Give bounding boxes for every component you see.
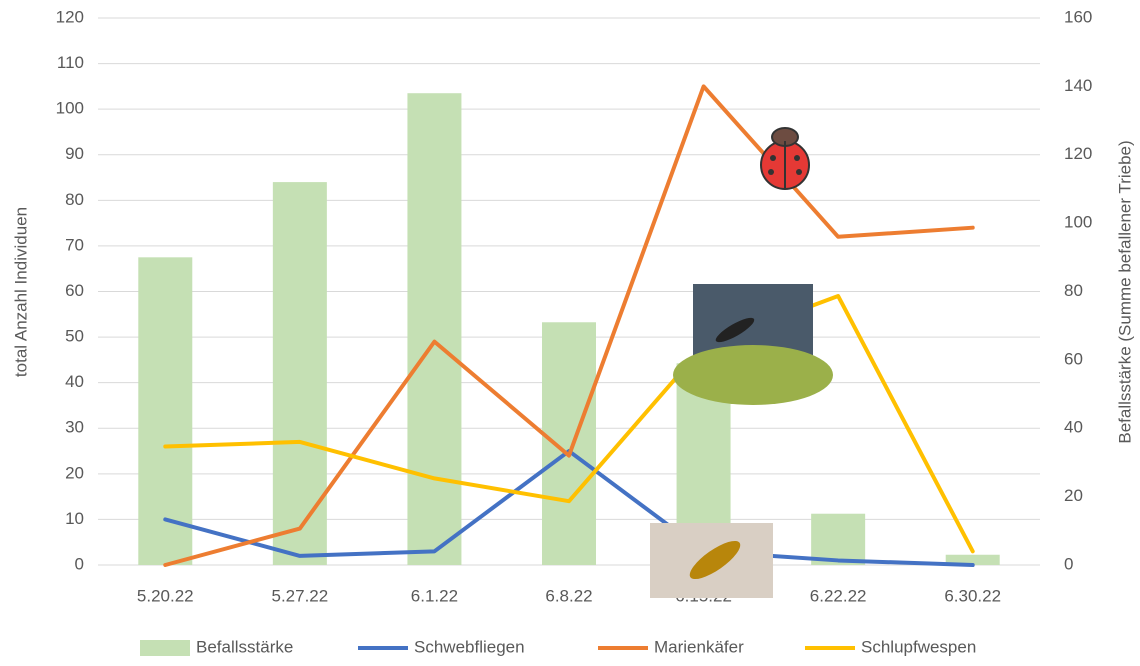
y2-tick-label: 100 xyxy=(1064,213,1092,232)
y-tick-label: 10 xyxy=(65,509,84,528)
y2-tick-label: 0 xyxy=(1064,554,1073,573)
chart: total Anzahl Individuen Befallsstärke (S… xyxy=(0,0,1140,661)
y-axis-title: total Anzahl Individuen xyxy=(11,207,30,377)
bar xyxy=(273,182,327,565)
y-tick-label: 100 xyxy=(56,99,84,118)
y-tick-label: 20 xyxy=(65,463,84,482)
x-tick-label: 6.8.22 xyxy=(545,586,592,605)
y-tick-label: 50 xyxy=(65,327,84,346)
y-tick-label: 30 xyxy=(65,418,84,437)
y-tick-label: 40 xyxy=(65,372,84,391)
legend-label: Schlupfwespen xyxy=(861,637,976,656)
legend-label: Befallsstärke xyxy=(196,637,293,656)
x-tick-label: 6.1.22 xyxy=(411,586,458,605)
bar xyxy=(407,93,461,565)
y-tick-label: 120 xyxy=(56,7,84,26)
y2-tick-label: 160 xyxy=(1064,7,1092,26)
wasp-photo xyxy=(673,284,833,405)
y-tick-label: 110 xyxy=(57,53,84,72)
y2-tick-label: 60 xyxy=(1064,349,1083,368)
x-tick-label: 6.22.22 xyxy=(810,586,867,605)
x-tick-label: 6.30.22 xyxy=(944,586,1001,605)
legend-label: Marienkäfer xyxy=(654,637,744,656)
y-tick-label: 60 xyxy=(65,281,84,300)
y2-tick-label: 20 xyxy=(1064,486,1083,505)
y-tick-label: 0 xyxy=(75,554,84,573)
legend: Befallsstärke Schwebfliegen Marienkäfer Sch… xyxy=(140,637,976,656)
y2-tick-label: 140 xyxy=(1064,76,1092,95)
y2-tick-label: 80 xyxy=(1064,281,1083,300)
bar xyxy=(542,322,596,565)
y-tick-label: 80 xyxy=(65,190,84,209)
ladybug-icon xyxy=(761,128,809,189)
legend-swatch xyxy=(140,640,190,656)
y2-axis-title: Befallsstärke (Summe befallener Triebe) xyxy=(1115,140,1134,443)
legend-label: Schwebfliegen xyxy=(414,637,525,656)
x-tick-label: 5.20.22 xyxy=(137,586,194,605)
hoverfly-photo xyxy=(650,523,773,598)
y-tick-label: 90 xyxy=(65,144,84,163)
y2-tick-label: 120 xyxy=(1064,144,1092,163)
y2-tick-label: 40 xyxy=(1064,418,1083,437)
plot-area: 0 10 20 30 40 50 60 70 80 90 100 110 120 0 20 40 60 80 100… xyxy=(56,7,1093,605)
y-tick-label: 70 xyxy=(65,235,84,254)
x-tick-label: 5.27.22 xyxy=(271,586,328,605)
